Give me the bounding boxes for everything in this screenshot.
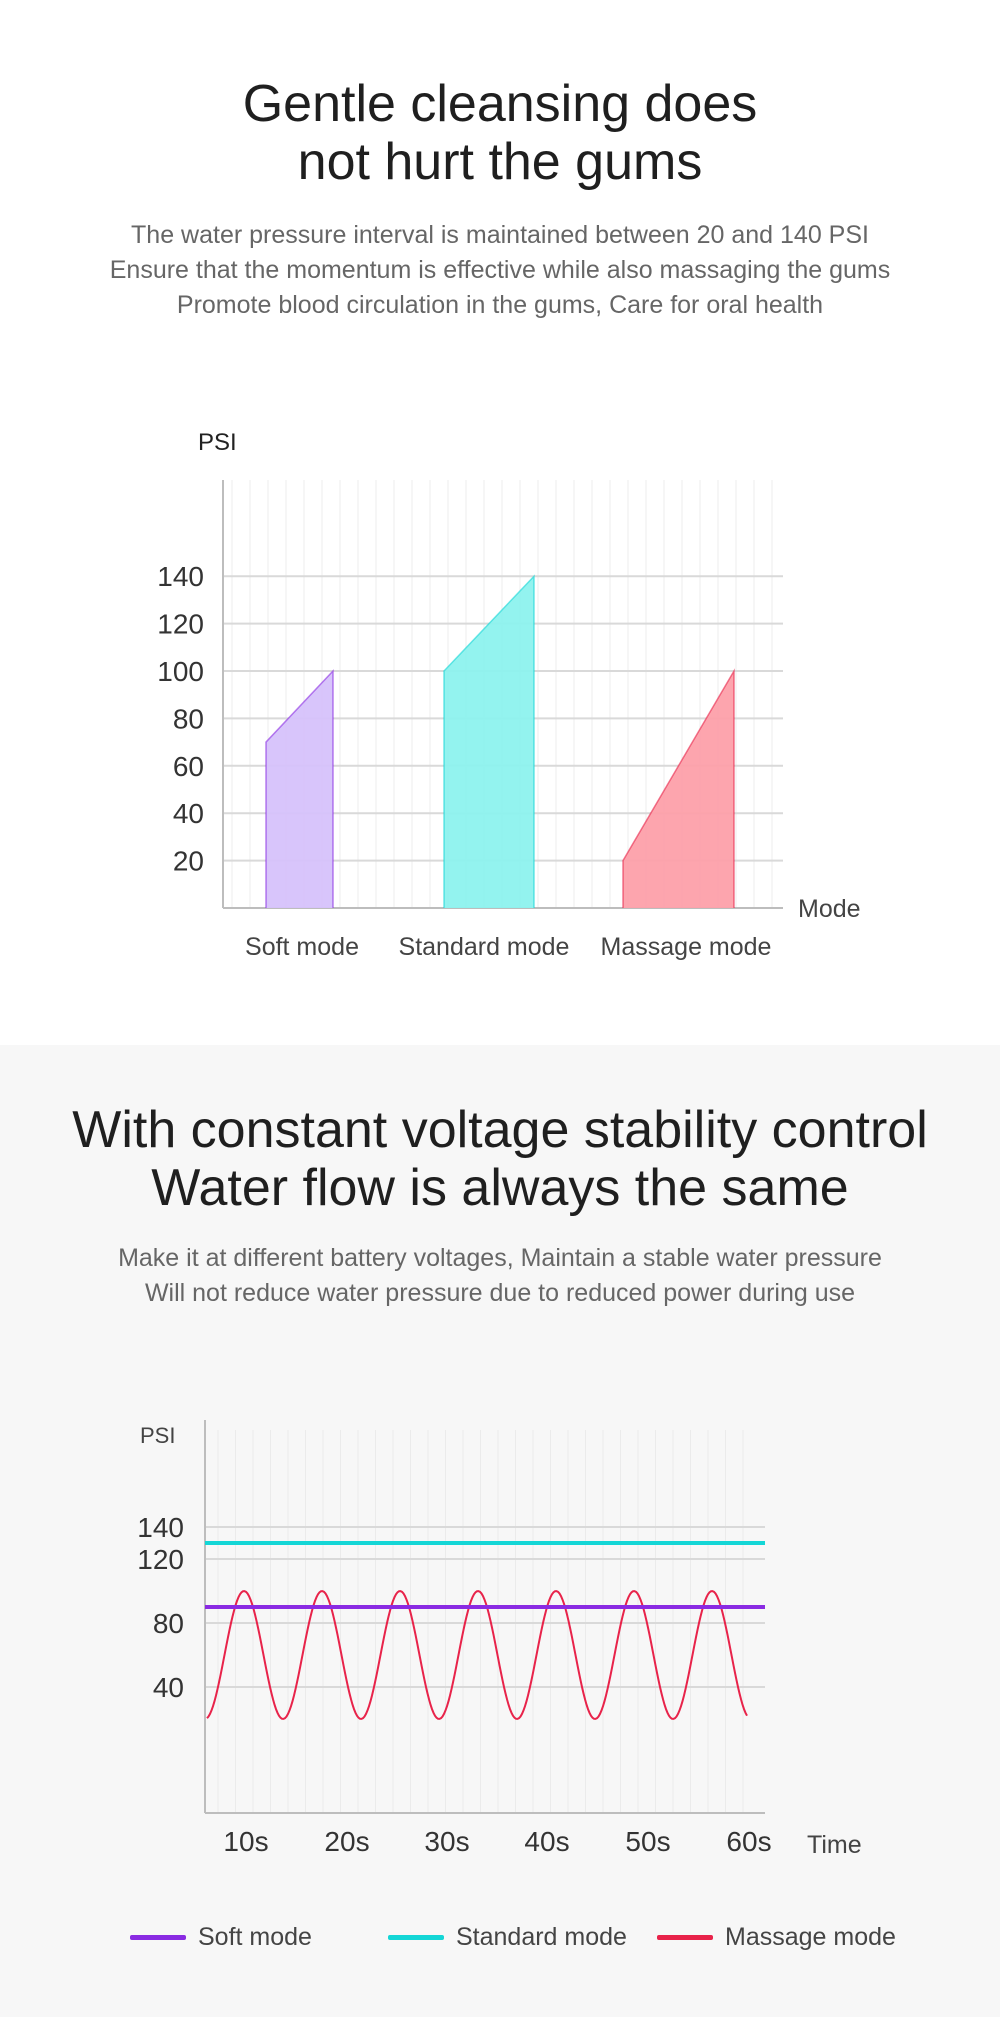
legend-label: Massage mode (725, 1922, 896, 1951)
x-category-label: Massage mode (601, 933, 772, 961)
x-category-label: Standard mode (399, 933, 570, 961)
range-outline-soft (265, 669, 334, 908)
range-area-massage (623, 671, 734, 908)
y-tick-label: 20 (173, 846, 204, 877)
range-area-soft (266, 671, 333, 908)
legend-item-soft: Soft mode (130, 1912, 312, 1962)
y-tick-label: 80 (173, 703, 204, 734)
y-tick-label: 40 (153, 1672, 184, 1703)
y-tick-label: 140 (157, 561, 204, 592)
description-line: Make it at different battery voltages, M… (118, 1244, 882, 1272)
legend-item-massage: Massage mode (657, 1912, 896, 1962)
y-tick-label: 120 (137, 1544, 184, 1575)
x-category-label: Soft mode (245, 933, 359, 961)
range-area-standard (444, 576, 534, 908)
section-heading: Gentle cleansing does not hurt the gums (0, 75, 1000, 191)
y-tick-label: 40 (173, 798, 204, 829)
x-tick-label: 30s (424, 1826, 469, 1857)
description-line: The water pressure interval is maintaine… (131, 221, 869, 249)
x-tick-label: 60s (726, 1826, 771, 1857)
range-outline-massage (622, 668, 735, 908)
legend-swatch-standard (388, 1934, 444, 1940)
range-outline-standard (443, 574, 535, 908)
x-axis-title: Mode (798, 895, 861, 923)
legend-label: Soft mode (198, 1922, 312, 1951)
y-tick-label: 140 (137, 1512, 184, 1543)
legend-swatch-soft (130, 1934, 186, 1940)
heading-line: Gentle cleansing does (242, 75, 758, 133)
section-heading: With constant voltage stability control … (0, 1101, 1000, 1217)
x-tick-label: 50s (625, 1826, 670, 1857)
x-tick-label: 40s (524, 1826, 569, 1857)
pressure-range-chart: 20 40 60 80 100 120 140 PSI Mode Soft mode Standar… (157, 429, 861, 961)
y-tick-label: 120 (157, 609, 204, 640)
heading-line: not hurt the gums (297, 133, 703, 191)
x-tick-label: 20s (324, 1826, 369, 1857)
legend-item-standard: Standard mode (388, 1912, 627, 1962)
y-tick-label: 80 (153, 1608, 184, 1639)
heading-line: Water flow is always the same (151, 1159, 849, 1217)
series-line-massage (206, 1590, 748, 1720)
x-axis-title: Time (807, 1831, 862, 1859)
chart-legend: Soft mode Standard mode Massage mode (0, 1912, 1000, 1962)
stable-flow-section: With constant voltage stability control … (0, 1045, 1000, 2017)
y-tick-label: 60 (173, 751, 204, 782)
y-axis-title: PSI (140, 1423, 175, 1448)
section-description: The water pressure interval is maintaine… (0, 218, 1000, 323)
legend-label: Standard mode (456, 1922, 627, 1951)
description-line: Ensure that the momentum is effective wh… (109, 256, 891, 284)
description-line: Promote blood circulation in the gums, C… (176, 291, 824, 319)
y-tick-label: 100 (157, 656, 204, 687)
section-description: Make it at different battery voltages, M… (0, 1241, 1000, 1311)
description-line: Will not reduce water pressure due to re… (144, 1279, 856, 1307)
legend-swatch-massage (657, 1934, 713, 1940)
x-tick-label: 10s (223, 1826, 268, 1857)
y-axis-title: PSI (198, 429, 237, 456)
heading-line: With constant voltage stability control (72, 1101, 928, 1159)
